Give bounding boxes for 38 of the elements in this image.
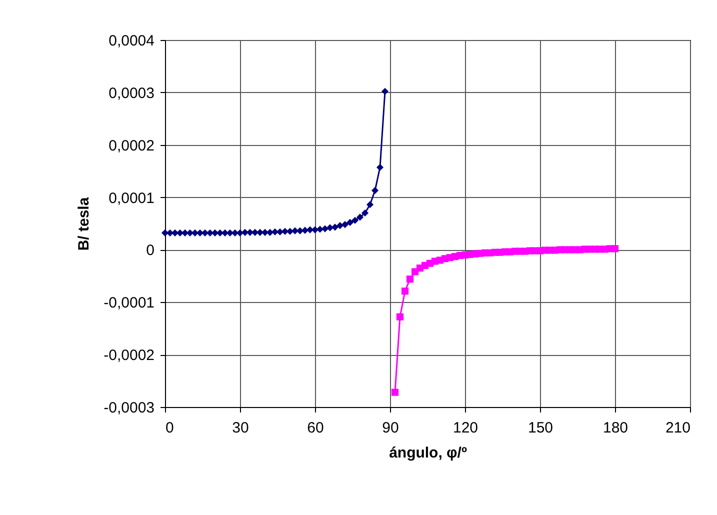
point bbox=[376, 164, 384, 171]
x-tick-label: 210 bbox=[665, 420, 690, 436]
y-tick-label: 0,0002 bbox=[108, 137, 154, 154]
y-tick-label: 0 bbox=[146, 242, 154, 260]
x-tick-label: 60 bbox=[307, 420, 324, 436]
point bbox=[336, 222, 344, 230]
point bbox=[401, 288, 409, 295]
point bbox=[351, 216, 359, 224]
point bbox=[361, 209, 369, 217]
y-tick-label: 0,0001 bbox=[108, 190, 154, 207]
x-tick-label: 90 bbox=[382, 420, 399, 436]
point bbox=[326, 224, 334, 232]
point bbox=[371, 186, 379, 194]
point bbox=[346, 218, 354, 226]
y-tick-label: -0,0002 bbox=[104, 347, 154, 364]
point bbox=[611, 245, 619, 252]
x-tick-label: 150 bbox=[528, 420, 554, 436]
point bbox=[341, 221, 349, 228]
point bbox=[321, 225, 329, 232]
x-tick-label: 0 bbox=[166, 420, 174, 436]
y-axis-title: B/ tesla bbox=[76, 196, 93, 251]
y-tick-label: 0,0003 bbox=[108, 84, 154, 102]
x-tick-label: 30 bbox=[232, 420, 249, 436]
point bbox=[301, 226, 309, 234]
point bbox=[316, 226, 324, 233]
y-tick-label: -0,0001 bbox=[104, 294, 154, 312]
point bbox=[356, 214, 364, 221]
y-tick-label: -0,0003 bbox=[104, 400, 154, 416]
x-tick-label: 120 bbox=[452, 420, 478, 436]
x-axis-title: ángulo, φ/º bbox=[389, 444, 468, 462]
x-tick-label: 180 bbox=[602, 420, 628, 436]
point bbox=[331, 224, 339, 231]
point bbox=[366, 201, 374, 208]
y-tick-label: 0,0004 bbox=[108, 32, 154, 50]
point bbox=[396, 313, 404, 320]
point bbox=[391, 388, 399, 396]
point bbox=[406, 276, 414, 283]
point bbox=[381, 88, 389, 95]
